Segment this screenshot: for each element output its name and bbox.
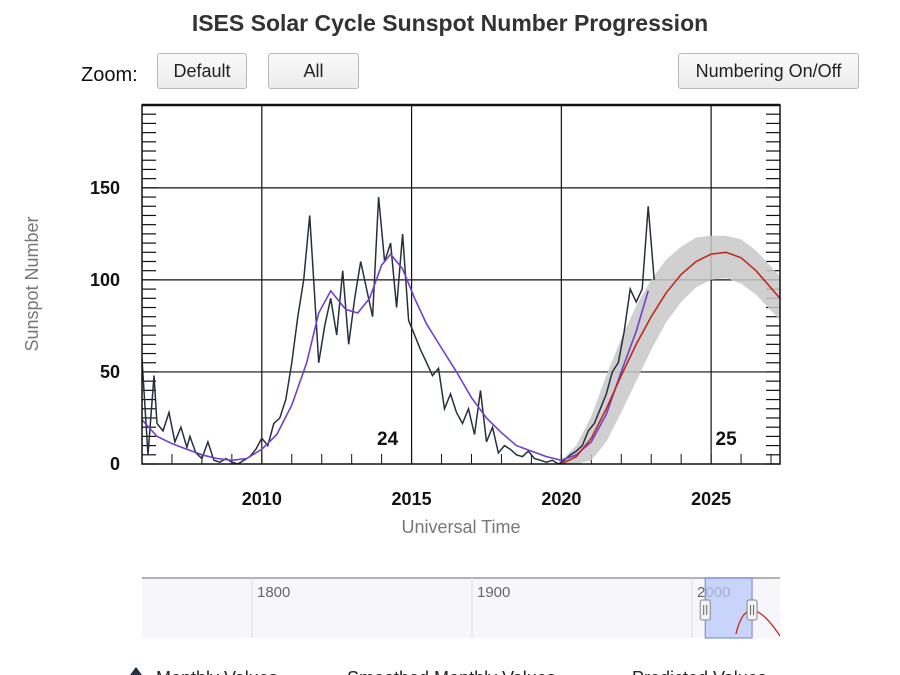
- navigator-right-handle[interactable]: [746, 599, 758, 621]
- zoom-default-button[interactable]: Default: [157, 53, 247, 89]
- zoom-label: Zoom:: [81, 64, 138, 86]
- predicted-valuesline-series-line[interactable]: [560, 251, 780, 464]
- y-tick-label: 100: [90, 270, 120, 290]
- chart-title: ISES Solar Cycle Sunspot Number Progress…: [191, 10, 709, 36]
- legend-label: Smoothed Monthly Values: [347, 668, 556, 675]
- x-axis-title: Universal Time: [401, 517, 520, 537]
- legend-marker-icon: [130, 667, 142, 675]
- navigator-selection[interactable]: [704, 577, 753, 639]
- navigator-tick-label: 1800: [257, 584, 290, 601]
- legend-item[interactable]: Smoothed Monthly Values: [318, 668, 556, 675]
- legend-item[interactable]: Monthly Values: [130, 667, 278, 675]
- monthly-valuesline-series-line[interactable]: [142, 197, 655, 464]
- cycle-label: 24: [377, 429, 399, 450]
- y-axis-title: Sunspot Number: [22, 216, 42, 351]
- legend[interactable]: Monthly Values Smoothed Monthly Values Pre…: [130, 667, 767, 675]
- prediction-band: [561, 235, 780, 464]
- plot-area[interactable]: 0 50 100 150 2010 2015 2020 2025 24 25: [90, 103, 781, 509]
- x-tick-label: 2015: [392, 489, 432, 509]
- legend-label: Predicted Values: [632, 668, 767, 675]
- handle-grip: [746, 599, 758, 621]
- x-tick-label: 2025: [691, 489, 731, 509]
- smoothed-monthly-valuesline-series-line[interactable]: [142, 252, 649, 462]
- x-tick-label: 2020: [541, 489, 581, 509]
- y-tick-label: 0: [110, 454, 120, 474]
- legend-item[interactable]: Predicted Values: [603, 668, 767, 675]
- cycle-label: 25: [716, 429, 738, 450]
- navigator-left-handle[interactable]: [699, 599, 711, 621]
- zoom-all-button[interactable]: All: [268, 53, 359, 89]
- y-tick-label: 50: [100, 362, 120, 382]
- handle-grip: [699, 599, 711, 621]
- numbering-toggle-button[interactable]: Numbering On/Off: [678, 53, 859, 89]
- navigator-tick-label: 1900: [477, 584, 510, 601]
- navigator-background: [142, 578, 780, 638]
- navigator[interactable]: 180019002000: [142, 577, 781, 639]
- y-tick-label: 150: [90, 178, 120, 198]
- x-tick-label: 2010: [242, 489, 282, 509]
- legend-label: Monthly Values: [156, 668, 278, 675]
